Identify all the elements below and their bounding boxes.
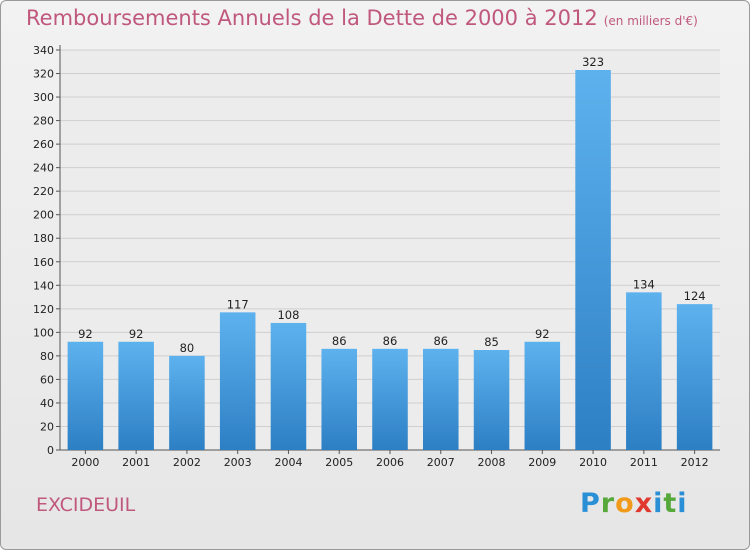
bar xyxy=(626,292,662,450)
bar-value-label: 86 xyxy=(383,334,398,348)
bar-value-label: 117 xyxy=(227,297,249,311)
y-tick-label: 0 xyxy=(47,444,54,457)
x-tick-label: 2012 xyxy=(681,456,709,469)
x-tick-label: 2007 xyxy=(427,456,455,469)
logo-letter: i xyxy=(677,488,688,519)
x-tick-label: 2010 xyxy=(579,456,607,469)
logo-letter: i xyxy=(653,488,664,519)
y-tick-label: 20 xyxy=(40,420,54,433)
y-tick-label: 160 xyxy=(33,256,54,269)
y-tick-label: 320 xyxy=(33,68,54,81)
bar-value-label: 86 xyxy=(332,334,347,348)
bar-value-label: 323 xyxy=(582,55,604,69)
bar xyxy=(219,312,256,450)
bar xyxy=(67,341,104,450)
y-tick-label: 100 xyxy=(33,326,54,339)
x-tick-label: 2009 xyxy=(528,456,556,469)
bar xyxy=(270,322,307,450)
y-tick-label: 280 xyxy=(33,115,54,128)
x-tick-label: 2004 xyxy=(274,456,302,469)
bar-value-label: 85 xyxy=(484,335,499,349)
x-tick-label: 2006 xyxy=(376,456,404,469)
y-tick-label: 60 xyxy=(40,373,54,386)
x-tick-label: 2011 xyxy=(630,456,658,469)
logo-letter: x xyxy=(634,488,654,519)
bar-value-label: 92 xyxy=(78,327,93,341)
y-tick-label: 340 xyxy=(33,44,54,57)
bar-value-label: 124 xyxy=(684,289,706,303)
y-tick-label: 220 xyxy=(33,185,54,198)
bar xyxy=(575,70,611,450)
bar xyxy=(321,348,357,450)
x-tick-label: 2005 xyxy=(325,456,353,469)
x-tick-label: 2000 xyxy=(71,456,99,469)
y-tick-label: 240 xyxy=(33,162,54,175)
bar xyxy=(676,304,713,450)
y-tick-label: 200 xyxy=(33,209,54,222)
x-tick-label: 2003 xyxy=(224,456,252,469)
bar-value-label: 92 xyxy=(535,327,550,341)
x-tick-label: 2001 xyxy=(122,456,150,469)
bar-value-label: 80 xyxy=(180,341,195,355)
bar-value-label: 134 xyxy=(633,277,655,291)
x-tick-label: 2008 xyxy=(478,456,506,469)
y-tick-label: 260 xyxy=(33,138,54,151)
y-tick-label: 40 xyxy=(40,397,54,410)
bar xyxy=(169,355,205,450)
y-tick-label: 180 xyxy=(33,232,54,245)
logo-letter: r xyxy=(600,488,616,519)
bar-value-label: 86 xyxy=(433,334,448,348)
y-tick-label: 300 xyxy=(33,91,54,104)
bar xyxy=(372,348,408,450)
bar-value-label: 108 xyxy=(277,308,299,322)
x-tick-label: 2002 xyxy=(173,456,201,469)
y-tick-label: 140 xyxy=(33,279,54,292)
y-tick-label: 80 xyxy=(40,350,54,363)
logo-letter: t xyxy=(663,488,678,519)
place-name: EXCIDEUIL xyxy=(36,494,136,516)
y-tick-label: 120 xyxy=(33,303,54,316)
bar xyxy=(118,341,154,450)
proxiti-logo: Proxiti xyxy=(580,488,688,519)
logo-letter: P xyxy=(580,488,601,519)
chart-unit: (en milliers d'€) xyxy=(603,14,698,28)
chart-title: Remboursements Annuels de la Dette de 20… xyxy=(26,6,698,30)
chart-title-text: Remboursements Annuels de la Dette de 20… xyxy=(26,6,598,30)
bar xyxy=(473,350,510,450)
logo-letter: o xyxy=(615,488,635,519)
bar xyxy=(524,341,561,450)
bar-value-label: 92 xyxy=(129,327,144,341)
bar xyxy=(423,348,459,450)
